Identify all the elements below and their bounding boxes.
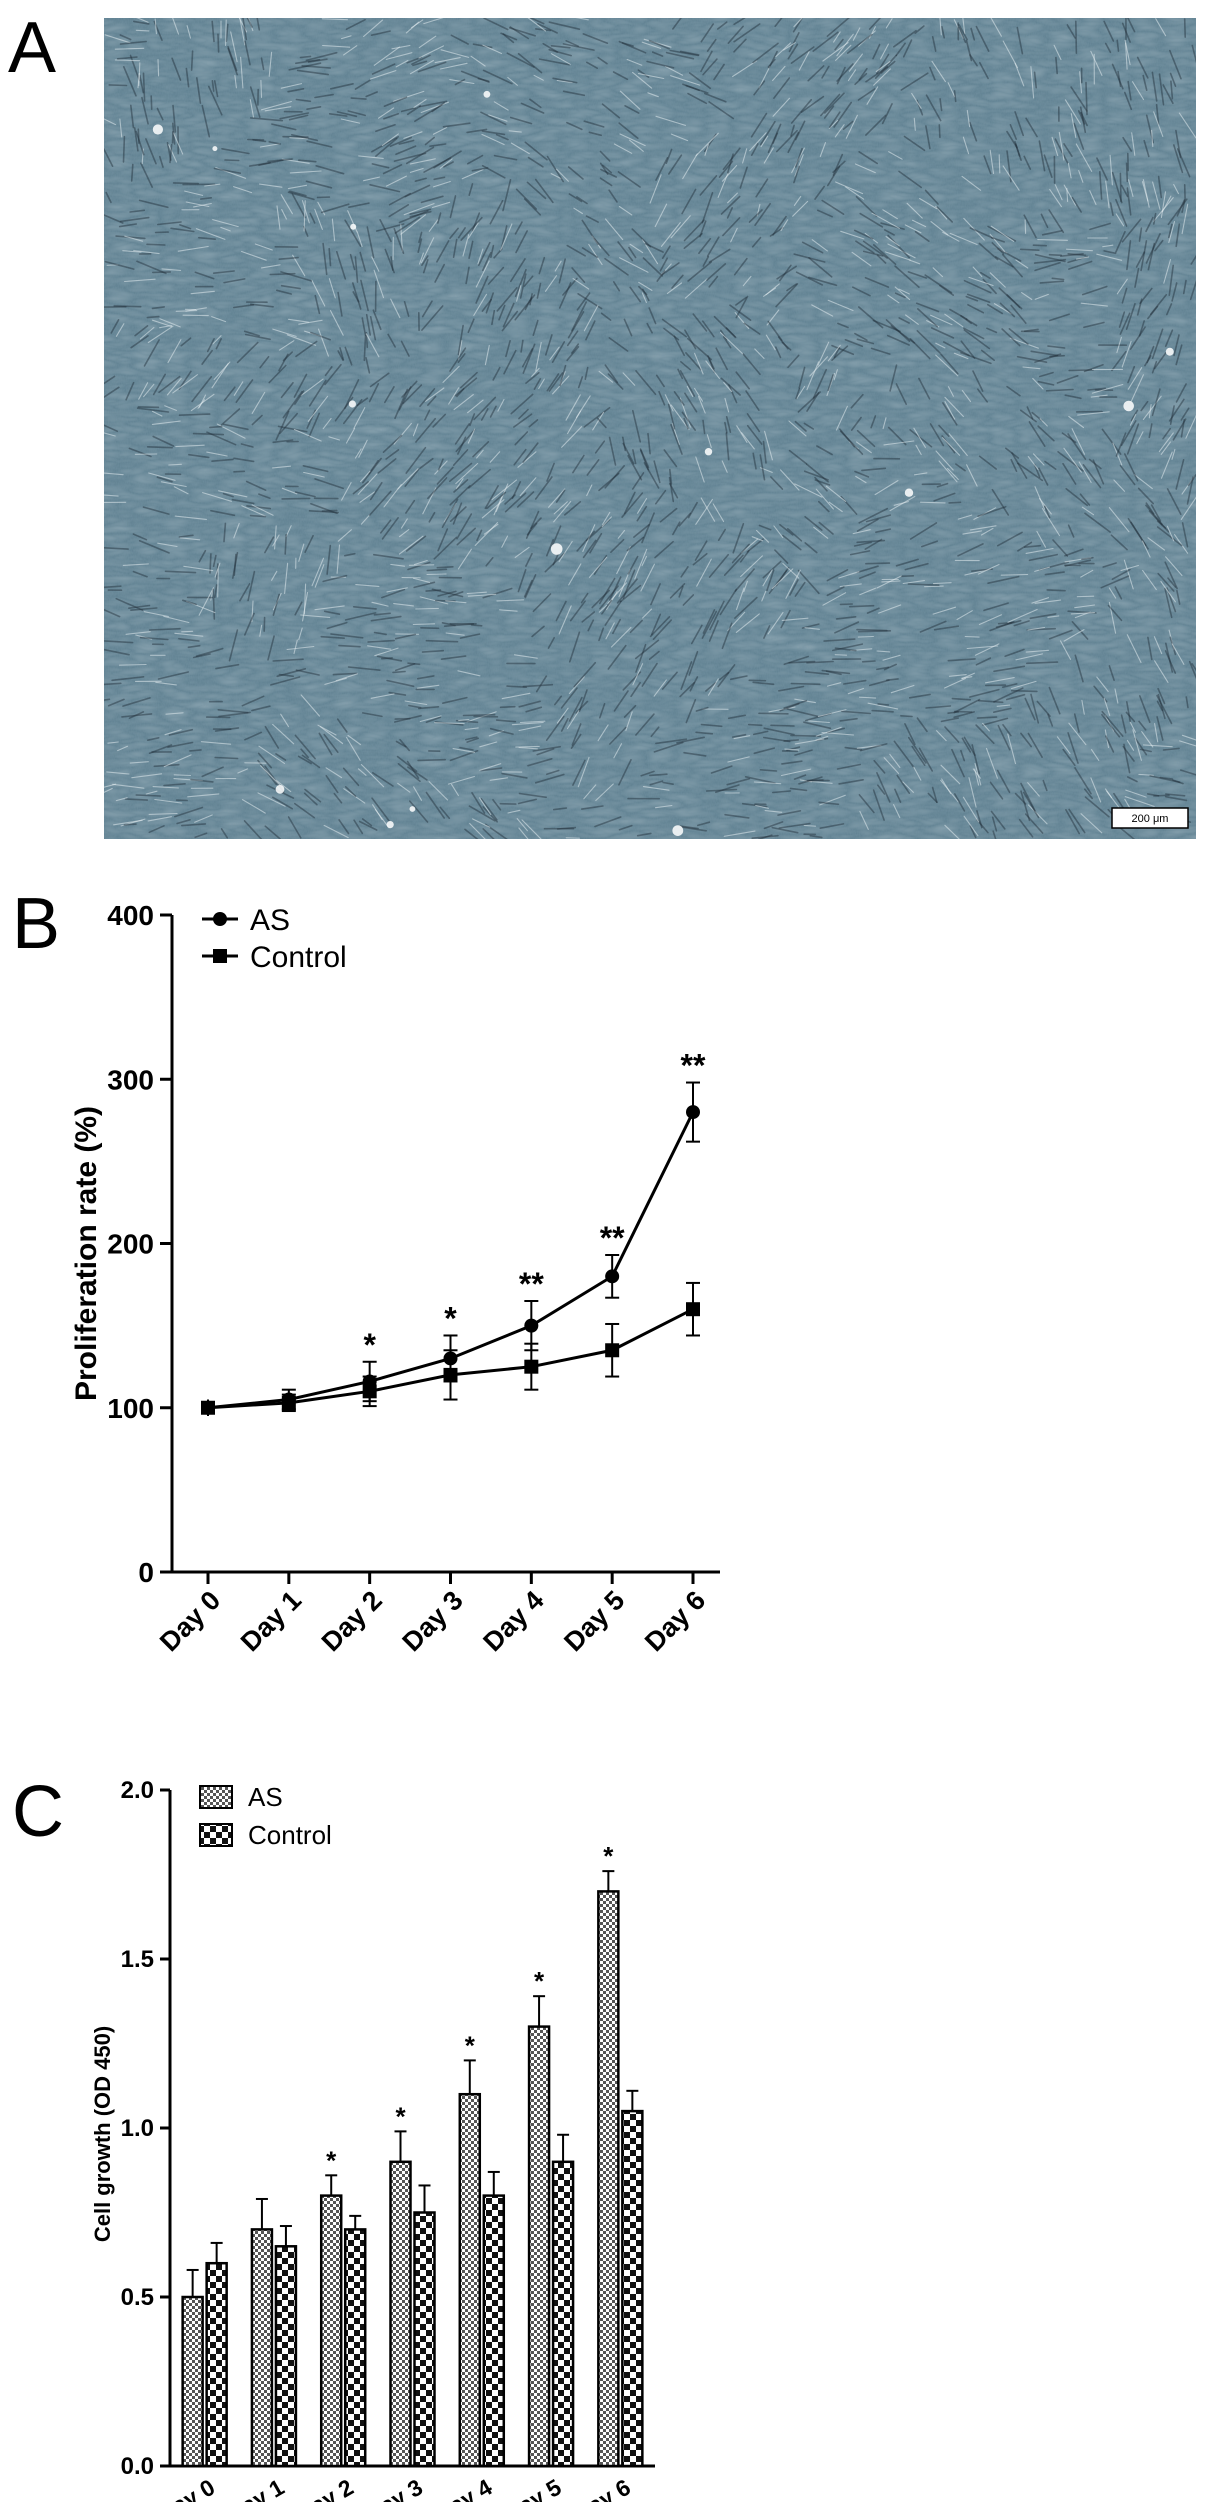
bar-control [553,2162,573,2466]
x-tick-label: Day 6 [569,2474,635,2502]
bar-control [484,2196,504,2466]
x-tick-label: Day 2 [316,1585,388,1657]
bar-as [183,2297,203,2466]
y-axis-label: Proliferation rate (%) [70,1106,103,1401]
legend-swatch [200,1824,232,1846]
panel-a-letter: A [8,12,56,84]
legend-label: Control [248,1820,332,1850]
bar-control [276,2246,296,2466]
bar-as [321,2196,341,2466]
bar-control [345,2229,365,2466]
bar-as [598,1891,618,2466]
y-tick-label: 200 [107,1229,154,1260]
bar-as [529,2027,549,2466]
significance-marker: * [395,2101,406,2131]
bar-as [460,2094,480,2466]
legend-marker-as [213,912,227,926]
legend-label: AS [248,1782,283,1812]
scale-bar: 200 μm [1112,808,1188,828]
y-tick-label: 300 [107,1064,154,1095]
legend-swatch [200,1786,232,1808]
significance-marker: ** [519,1266,544,1302]
legend-label: Control [250,941,347,974]
y-tick-label: 100 [107,1393,154,1424]
x-tick-label: Day 1 [235,1585,307,1657]
cell-growth-chart: 0.0 0.5 1.0 1.5 2.0 Cell growth (OD 450) Day 0… [0,1760,1205,2502]
x-tick-label: Day 3 [397,1585,469,1657]
scale-bar-label: 200 μm [1132,813,1169,825]
x-tick-label: Day 1 [222,2474,288,2502]
data-point-control [605,1343,619,1357]
y-tick-label: 1.0 [121,2115,154,2142]
bar-control [622,2111,642,2466]
y-tick-label: 0.0 [121,2453,154,2480]
data-point-control [363,1384,377,1398]
significance-marker: ** [681,1048,706,1084]
significance-marker: * [444,1300,457,1336]
y-axis-label: Cell growth (OD 450) [90,2026,115,2242]
x-tick-label: Day 6 [639,1585,711,1657]
x-tick-label: Day 5 [499,2474,565,2502]
bar-as [391,2162,411,2466]
bar-control [207,2263,227,2466]
y-tick-label: 0.5 [121,2284,154,2311]
significance-marker: * [534,1966,545,1996]
x-tick-label: Day 2 [292,2474,358,2502]
significance-marker: * [326,2145,337,2175]
significance-marker: * [465,2030,476,2060]
x-tick-label: Day 0 [153,2474,219,2502]
y-tick-label: 0 [138,1557,154,1588]
data-point-control [524,1360,538,1374]
x-tick-label: Day 5 [558,1585,630,1657]
data-point-control [201,1401,215,1415]
y-tick-label: 400 [107,900,154,931]
y-tick-label: 2.0 [121,1777,154,1804]
bar-as [252,2229,272,2466]
legend-marker-control [213,949,227,963]
significance-marker: * [363,1327,376,1363]
data-point-control [282,1396,296,1410]
data-point-as [605,1269,619,1283]
legend-label: AS [250,904,290,937]
data-point-as [686,1105,700,1119]
x-tick-label: Day 0 [154,1585,226,1657]
significance-marker: ** [600,1220,625,1256]
x-tick-label: Day 4 [477,1585,549,1657]
bar-control [415,2213,435,2467]
x-tick-label: Day 3 [361,2474,427,2502]
data-point-as [524,1319,538,1333]
micrograph-image: 200 μm [104,18,1196,839]
significance-marker: * [603,1841,614,1871]
y-tick-label: 1.5 [121,1946,154,1973]
x-tick-label: Day 4 [430,2474,496,2502]
data-point-control [444,1368,458,1382]
data-point-control [686,1302,700,1316]
